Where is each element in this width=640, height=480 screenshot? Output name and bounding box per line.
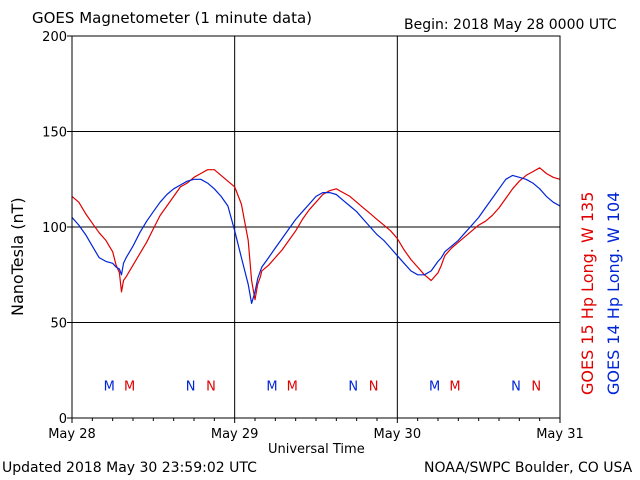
x-tick-label: May 29 bbox=[211, 427, 259, 442]
noon-marker: N bbox=[186, 380, 196, 395]
plot-frame bbox=[71, 35, 561, 419]
noon-marker: N bbox=[531, 380, 541, 395]
tick-layer: 0 50 100 150 200 May 28 May 29 May 30 May 31 bbox=[42, 30, 584, 442]
noon-marker: N bbox=[369, 380, 379, 395]
y-axis-label: NanoTesla (nT) bbox=[8, 197, 27, 316]
noon-marker: N bbox=[348, 380, 358, 395]
x-tick-label: May 31 bbox=[536, 427, 584, 442]
y-tick-label: 0 bbox=[59, 412, 67, 427]
goes15-series-line bbox=[71, 167, 561, 301]
midnight-marker: M bbox=[266, 380, 277, 395]
noon-marker: N bbox=[206, 380, 216, 395]
y-tick-label: 150 bbox=[42, 126, 67, 141]
midnight-marker: M bbox=[287, 380, 298, 395]
x-axis-label: Universal Time bbox=[268, 442, 365, 457]
y-tick-label: 200 bbox=[42, 30, 67, 45]
x-tick-label: May 30 bbox=[374, 427, 422, 442]
midnight-marker: M bbox=[429, 380, 440, 395]
midnight-marker: M bbox=[449, 380, 460, 395]
legend-goes15: GOES 15 Hp Long. W 135 bbox=[578, 191, 597, 395]
updated-timestamp: Updated 2018 May 30 23:59:02 UTC bbox=[2, 460, 257, 476]
y-tick-label: 50 bbox=[50, 317, 67, 332]
chart-title: GOES Magnetometer (1 minute data) bbox=[32, 9, 313, 27]
midnight-marker: M bbox=[104, 380, 115, 395]
y-tick-label: 100 bbox=[42, 221, 67, 236]
grid-layer bbox=[72, 36, 560, 418]
begin-label: Begin: 2018 May 28 0000 UTC bbox=[404, 17, 617, 33]
series-layer bbox=[71, 167, 561, 304]
noon-marker: N bbox=[511, 380, 521, 395]
data-source: NOAA/SWPC Boulder, CO USA bbox=[424, 460, 633, 476]
midnight-marker: M bbox=[124, 380, 135, 395]
x-tick-label: May 28 bbox=[48, 427, 96, 442]
goes14-series-line bbox=[71, 174, 561, 304]
legend-goes14: GOES 14 Hp Long. W 104 bbox=[604, 191, 623, 395]
